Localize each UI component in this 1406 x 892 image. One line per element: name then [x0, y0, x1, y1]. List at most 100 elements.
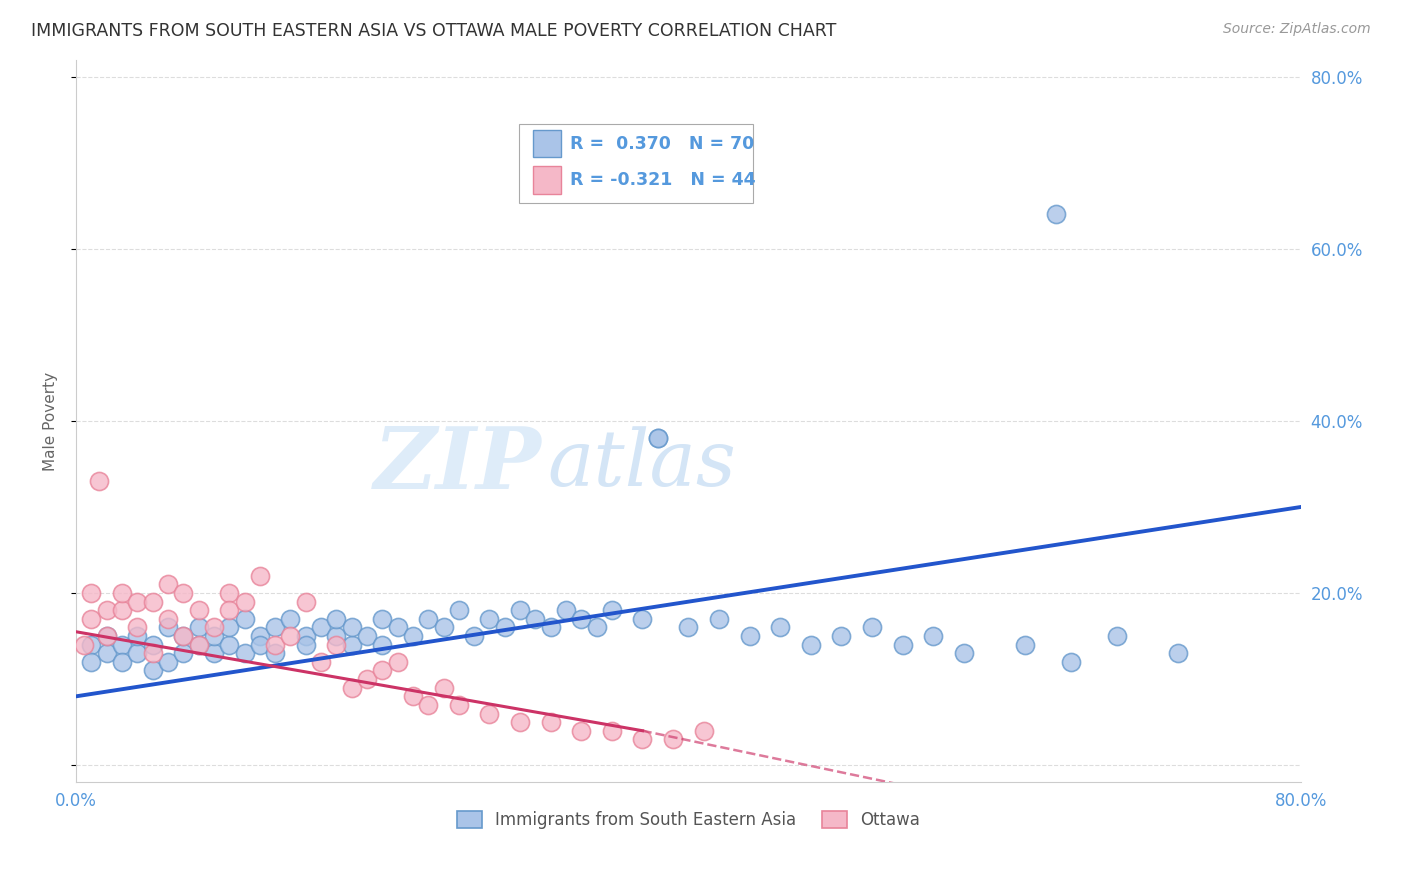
- Point: [738, 629, 761, 643]
- Point: [89, 474, 111, 488]
- Point: [111, 655, 134, 669]
- Point: [264, 646, 287, 660]
- Point: [264, 620, 287, 634]
- Point: [340, 620, 363, 634]
- Text: R =  0.370   N = 70: R = 0.370 N = 70: [569, 135, 754, 153]
- Point: [309, 655, 332, 669]
- Point: [249, 629, 271, 643]
- Point: [142, 595, 165, 609]
- Point: [127, 646, 149, 660]
- Text: ZIP: ZIP: [374, 423, 541, 506]
- Point: [142, 638, 165, 652]
- Point: [280, 612, 302, 626]
- Point: [371, 664, 394, 678]
- Point: [325, 629, 347, 643]
- Point: [111, 638, 134, 652]
- Point: [769, 620, 792, 634]
- Point: [540, 715, 562, 730]
- Point: [187, 620, 209, 634]
- Text: Source: ZipAtlas.com: Source: ZipAtlas.com: [1223, 22, 1371, 37]
- Point: [111, 603, 134, 617]
- Text: IMMIGRANTS FROM SOUTH EASTERN ASIA VS OTTAWA MALE POVERTY CORRELATION CHART: IMMIGRANTS FROM SOUTH EASTERN ASIA VS OT…: [31, 22, 837, 40]
- Point: [1105, 629, 1128, 643]
- Point: [371, 612, 394, 626]
- Point: [693, 723, 716, 738]
- Point: [569, 612, 592, 626]
- Point: [127, 595, 149, 609]
- Point: [432, 620, 454, 634]
- Point: [96, 603, 118, 617]
- Point: [294, 595, 316, 609]
- Point: [172, 629, 194, 643]
- Point: [509, 603, 531, 617]
- Point: [280, 629, 302, 643]
- Point: [647, 431, 669, 445]
- Point: [202, 620, 225, 634]
- Point: [233, 595, 256, 609]
- Point: [187, 638, 209, 652]
- Y-axis label: Male Poverty: Male Poverty: [44, 371, 58, 471]
- Point: [111, 586, 134, 600]
- Point: [127, 620, 149, 634]
- Point: [418, 612, 440, 626]
- Point: [540, 620, 562, 634]
- Point: [402, 690, 425, 704]
- Point: [478, 612, 501, 626]
- Text: atlas: atlas: [547, 426, 737, 502]
- Legend: Immigrants from South Eastern Asia, Ottawa: Immigrants from South Eastern Asia, Otta…: [450, 804, 927, 836]
- Point: [264, 638, 287, 652]
- Point: [249, 638, 271, 652]
- Point: [432, 681, 454, 695]
- Point: [953, 646, 976, 660]
- Point: [96, 629, 118, 643]
- Point: [891, 638, 914, 652]
- Point: [187, 603, 209, 617]
- Point: [1045, 207, 1067, 221]
- Point: [371, 638, 394, 652]
- Point: [340, 681, 363, 695]
- Point: [142, 664, 165, 678]
- Point: [569, 723, 592, 738]
- Text: R = -0.321   N = 44: R = -0.321 N = 44: [569, 171, 755, 189]
- Point: [922, 629, 945, 643]
- Point: [309, 620, 332, 634]
- Point: [463, 629, 485, 643]
- Point: [509, 715, 531, 730]
- Point: [524, 612, 547, 626]
- Point: [631, 612, 654, 626]
- Point: [96, 629, 118, 643]
- Point: [600, 723, 623, 738]
- Point: [233, 646, 256, 660]
- Point: [80, 655, 103, 669]
- Point: [340, 638, 363, 652]
- Point: [127, 629, 149, 643]
- Point: [156, 612, 179, 626]
- Point: [80, 612, 103, 626]
- Point: [1167, 646, 1189, 660]
- Point: [187, 638, 209, 652]
- Point: [356, 629, 378, 643]
- Point: [218, 603, 240, 617]
- Point: [249, 569, 271, 583]
- Point: [325, 638, 347, 652]
- Point: [73, 638, 96, 652]
- Point: [202, 646, 225, 660]
- Point: [172, 629, 194, 643]
- Point: [387, 620, 409, 634]
- Point: [860, 620, 883, 634]
- Point: [662, 732, 685, 747]
- Point: [418, 698, 440, 712]
- Point: [494, 620, 516, 634]
- Point: [800, 638, 823, 652]
- Point: [218, 638, 240, 652]
- Point: [555, 603, 578, 617]
- Point: [156, 620, 179, 634]
- Point: [707, 612, 730, 626]
- Point: [647, 431, 669, 445]
- Point: [294, 629, 316, 643]
- Point: [218, 586, 240, 600]
- Point: [830, 629, 852, 643]
- Point: [294, 638, 316, 652]
- Point: [233, 612, 256, 626]
- Point: [156, 577, 179, 591]
